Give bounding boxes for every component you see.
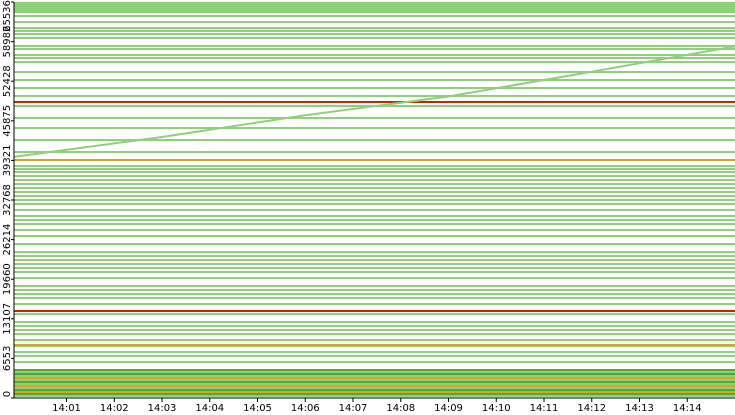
trend-line [13, 45, 735, 158]
y-tick-label: 19660 [2, 263, 13, 295]
y-tick-label: 0 [2, 391, 13, 397]
x-tick-label: 14:10 [482, 403, 511, 414]
y-tick-label: 45875 [2, 105, 13, 137]
x-tick-label: 14:03 [148, 403, 177, 414]
y-tick-label: 26214 [2, 224, 13, 256]
x-tick-label: 14:01 [52, 403, 81, 414]
x-tick-label: 14:12 [577, 403, 606, 414]
x-tick-label: 14:13 [625, 403, 654, 414]
x-tick-label: 14:06 [291, 403, 320, 414]
x-tick-label: 14:11 [530, 403, 559, 414]
x-tick-label: 14:14 [673, 403, 702, 414]
y-tick-label: 52428 [2, 65, 13, 97]
y-tick-label: 39321 [2, 144, 13, 176]
y-tick-label: 32768 [2, 184, 13, 216]
y-tick-label: 13107 [2, 303, 13, 335]
y-tick-label: 65536 [2, 0, 13, 32]
y-tick-label: 6553 [2, 346, 13, 371]
x-tick-label: 14:08 [386, 403, 415, 414]
x-tick-label: 14:09 [434, 403, 463, 414]
x-tick-label: 14:02 [100, 403, 129, 414]
x-tick-label: 14:04 [195, 403, 224, 414]
x-tick-label: 14:07 [339, 403, 368, 414]
x-tick-label: 14:05 [243, 403, 272, 414]
y-tick-label: 58982 [2, 26, 13, 58]
